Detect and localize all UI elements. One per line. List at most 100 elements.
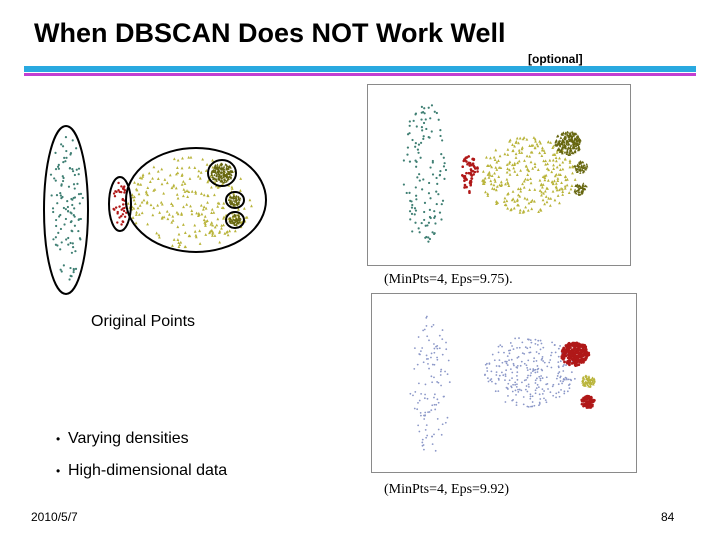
scatter-point	[583, 164, 586, 167]
scatter-point	[71, 168, 74, 171]
scatter-point	[509, 349, 512, 352]
scatter-point	[516, 374, 518, 377]
scatter-point	[431, 443, 434, 446]
scatter-point	[183, 182, 187, 185]
scatter-point	[518, 151, 521, 154]
scatter-point	[435, 202, 438, 206]
scatter-point	[239, 219, 242, 222]
scatter-point	[229, 202, 232, 205]
scatter-point	[218, 229, 222, 233]
scatter-point	[227, 171, 231, 174]
scatter-point	[414, 145, 417, 148]
scatter-point	[580, 353, 584, 357]
scatter-point	[525, 378, 528, 381]
scatter-point	[435, 190, 438, 193]
scatter-point	[522, 179, 526, 183]
scatter-point	[536, 383, 539, 386]
scatter-point	[175, 166, 179, 169]
scatter-point	[187, 155, 191, 159]
scatter-point	[497, 345, 500, 348]
scatter-point	[581, 383, 585, 386]
scatter-point	[187, 234, 191, 238]
scatter-point	[52, 210, 55, 214]
scatter-point	[131, 195, 135, 199]
scatter-point	[580, 168, 584, 172]
scatter-point	[512, 383, 514, 386]
scatter-point	[585, 185, 588, 188]
scatter-point	[118, 216, 121, 219]
scatter-point	[137, 212, 141, 216]
scatter-point	[167, 212, 171, 216]
scatter-point	[136, 182, 140, 186]
scatter-point	[63, 156, 66, 160]
scatter-point	[57, 231, 60, 234]
scatter-point	[523, 159, 526, 162]
scatter-point	[548, 158, 552, 162]
scatter-point	[529, 374, 532, 377]
scatter-point	[521, 210, 525, 214]
scatter-point	[575, 363, 578, 367]
scatter-point	[406, 153, 409, 156]
scatter-point	[517, 391, 520, 393]
scatter-point	[432, 324, 435, 326]
scatter-point	[71, 246, 75, 249]
scatter-point	[152, 165, 156, 169]
scatter-point	[490, 174, 494, 178]
scatter-point	[430, 356, 432, 359]
scatter-point	[469, 180, 472, 183]
scatter-point	[532, 360, 535, 363]
scatter-point	[66, 205, 70, 209]
scatter-point	[567, 133, 571, 137]
scatter-point	[183, 245, 187, 249]
scatter-point	[491, 353, 494, 356]
scatter-point	[424, 224, 427, 227]
scatter-point	[431, 159, 434, 163]
scatter-point	[522, 136, 526, 139]
scatter-point	[190, 212, 194, 216]
scatter-point	[230, 196, 233, 199]
scatter-point	[538, 401, 541, 404]
scatter-point	[551, 153, 555, 156]
scatter-point	[582, 166, 585, 170]
scatter-point	[588, 384, 592, 387]
scatter-point	[206, 193, 210, 197]
scatter-point	[528, 154, 532, 158]
scatter-point	[465, 160, 468, 163]
scatter-point	[145, 200, 149, 204]
scatter-point	[408, 124, 411, 127]
scatter-point	[463, 186, 466, 189]
scatter-point	[433, 363, 436, 366]
scatter-point	[425, 354, 428, 357]
scatter-point	[433, 393, 436, 396]
scatter-point	[71, 203, 74, 207]
scatter-point	[539, 208, 543, 212]
scatter-point	[487, 175, 491, 179]
scatter-point	[421, 441, 424, 444]
scatter-point	[581, 379, 584, 383]
scatter-point	[583, 357, 587, 361]
scatter-point	[423, 328, 426, 331]
scatter-point	[517, 141, 520, 145]
scatter-point	[70, 212, 73, 215]
scatter-point	[579, 160, 582, 163]
scatter-point	[218, 173, 222, 177]
scatter-point	[563, 360, 566, 364]
scatter-point	[418, 173, 421, 176]
scatter-point	[576, 167, 580, 171]
scatter-point	[425, 127, 428, 131]
scatter-point	[176, 225, 180, 229]
scatter-point	[229, 198, 233, 201]
scatter-point	[536, 343, 539, 346]
scatter-point	[540, 190, 544, 194]
scatter-point	[497, 165, 501, 169]
scatter-point	[498, 359, 501, 362]
scatter-point	[175, 210, 179, 214]
scatter-point	[181, 223, 185, 226]
scatter-point	[216, 204, 220, 208]
scatter-point	[408, 191, 411, 194]
scatter-point	[560, 142, 563, 146]
scatter-point	[231, 170, 234, 174]
scatter-point	[212, 177, 215, 181]
scatter-point	[406, 146, 410, 149]
scatter-point	[515, 199, 519, 203]
